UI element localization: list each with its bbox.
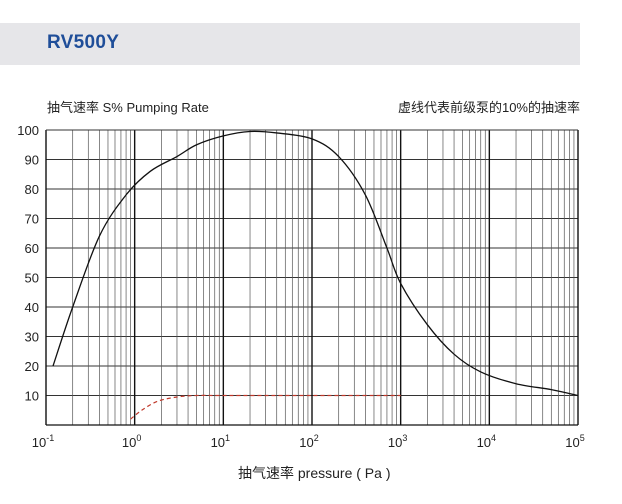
x-tick-label: 10-1: [32, 433, 54, 450]
title-band: RV500Y: [0, 23, 580, 65]
x-tick-label: 102: [299, 433, 318, 450]
chart-title: RV500Y: [47, 32, 120, 53]
y-axis-label: 抽气速率 S% Pumping Rate: [47, 100, 209, 115]
y-tick-label: 40: [25, 300, 39, 315]
x-tick-label: 105: [565, 433, 584, 450]
dashed-line-note: 虚线代表前级泵的10%的抽速率: [397, 100, 580, 115]
y-tick-label: 100: [17, 123, 39, 138]
series-line-dashed: [130, 394, 401, 420]
y-tick-label: 50: [25, 271, 39, 286]
y-tick-label: 10: [25, 389, 39, 404]
x-tick-label: 101: [211, 433, 230, 450]
y-tick-label: 90: [25, 153, 39, 168]
series-line-solid: [52, 130, 579, 397]
y-tick-label: 30: [25, 330, 39, 345]
x-tick-label: 103: [388, 433, 407, 450]
y-tick-label: 80: [25, 182, 39, 197]
x-tick-label: 100: [122, 433, 141, 450]
x-tick-label: 104: [477, 433, 496, 450]
x-axis-label: 抽气速率 pressure ( Pa ): [238, 465, 391, 481]
y-tick-label: 60: [25, 241, 39, 256]
y-tick-label: 20: [25, 359, 39, 374]
y-tick-label: 70: [25, 212, 39, 227]
